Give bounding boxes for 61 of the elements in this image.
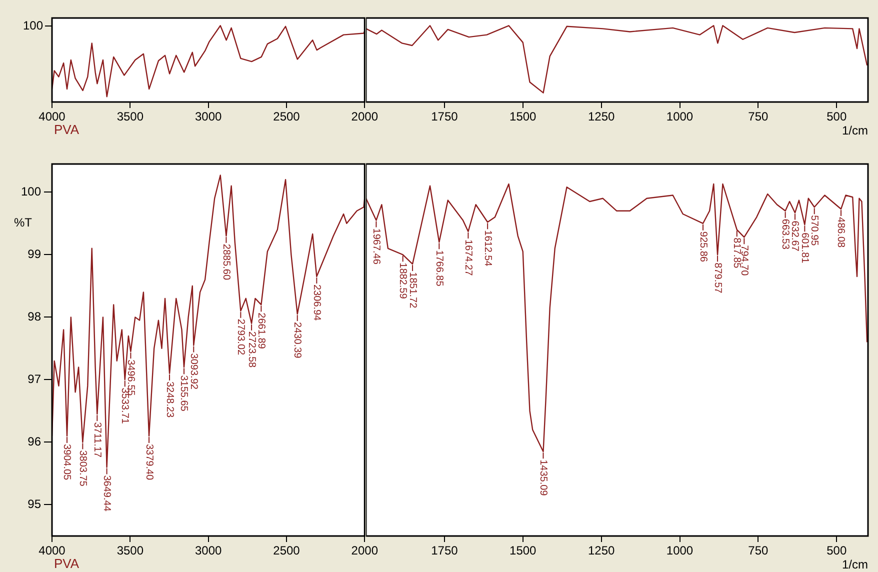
x-tick-label: 1750: [431, 110, 458, 124]
x-tick-label: 1250: [588, 544, 615, 558]
x-tick-label: 3000: [194, 544, 222, 558]
annotation: 486.08: [835, 217, 846, 248]
annotation: 925.86: [697, 231, 708, 262]
annotation: 1766.85: [433, 250, 444, 287]
text: PVA: [54, 122, 80, 138]
annotation: 1851.72: [406, 272, 418, 309]
annotation: 2885.60: [220, 244, 232, 280]
x-tick-label: 1500: [510, 110, 537, 124]
annotation: 2661.89: [255, 312, 266, 350]
y-tick-label: 97: [28, 372, 42, 386]
x-tick-label: 750: [748, 110, 769, 124]
x-axis-title: 1/cm: [842, 557, 868, 572]
x-axis-title: 1/cm: [842, 123, 868, 138]
y-tick-label: 98: [28, 309, 42, 324]
annotation: 2430.39: [292, 322, 303, 359]
x-tick-label: 750: [748, 544, 769, 558]
annotation: 1674.27: [462, 240, 474, 276]
y-tick-label: 96: [28, 434, 42, 449]
x-tick-label: 500: [826, 110, 847, 124]
annotation: 2306.94: [310, 284, 322, 322]
annotation: 3904.05: [61, 444, 72, 481]
annotation: 3649.44: [101, 475, 112, 512]
x-tick-label: 4000: [38, 544, 66, 558]
x-tick-label: 3500: [116, 544, 144, 558]
annotation: 3803.75: [76, 450, 88, 487]
x-tick-label: 3500: [116, 110, 144, 124]
annotation: 3248.23: [164, 381, 175, 418]
x-tick-label: 1000: [666, 110, 694, 124]
x-tick-label: 500: [826, 544, 847, 558]
annotation: 2793.02: [234, 318, 246, 356]
x-tick-label: 1000: [666, 544, 694, 558]
x-tick-label: 1250: [588, 110, 615, 124]
x-tick-label: 1750: [431, 544, 458, 558]
x-tick-label: 2000: [351, 544, 378, 558]
annotation: 663.53: [780, 218, 791, 250]
x-tick-label: 4000: [38, 110, 66, 124]
annotation: 3093.92: [188, 353, 199, 390]
x-tick-label: 2500: [273, 544, 300, 558]
annotation: 3379.40: [143, 444, 154, 481]
text: PVA: [54, 556, 80, 572]
annotation: 3711.17: [91, 422, 102, 458]
annotation: 1967.46: [370, 228, 382, 265]
annotation: 570.95: [808, 215, 820, 246]
annotation: 601.81: [798, 232, 810, 264]
annotation: 632.67: [789, 220, 800, 252]
x-tick-label: 3000: [194, 110, 222, 124]
annotation: 1882.59: [397, 262, 408, 300]
annotation: 2723.58: [246, 331, 257, 368]
y-tick-label: 100: [20, 184, 42, 198]
y-tick-label: 95: [28, 497, 42, 512]
x-tick-label: 1500: [510, 544, 537, 558]
annotation: 3155.65: [178, 375, 190, 412]
annotation: 1612.54: [482, 230, 493, 267]
y-axis-title: %T: [14, 216, 33, 230]
y-tick-label: 99: [28, 246, 42, 261]
x-tick-label: 2500: [273, 110, 300, 124]
annotation: 879.57: [712, 262, 723, 294]
x-tick-label: 2000: [351, 110, 378, 124]
annotation: 1435.09: [537, 460, 548, 496]
